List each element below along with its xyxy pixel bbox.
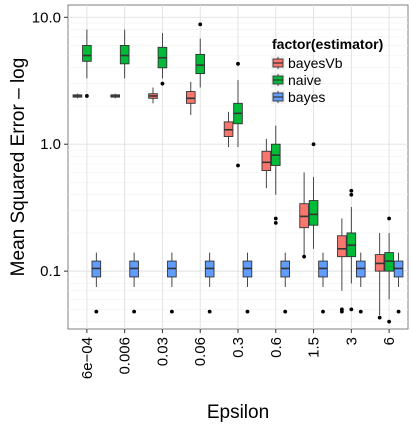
legend-title: factor(estimator)	[272, 36, 383, 52]
box-bayesVb-outlier	[302, 254, 307, 259]
box-bayesVb-iqr	[185, 91, 196, 104]
box-bayes-outlier	[321, 309, 325, 314]
x-axis-title: Epsilon	[207, 402, 269, 423]
box-bayesVb-iqr	[261, 150, 272, 172]
box-naive-iqr	[82, 45, 92, 62]
x-tick-label: 1.5	[306, 337, 323, 358]
box-naive-outlier	[349, 188, 354, 193]
box-naive-outlier	[349, 307, 354, 312]
legend-label-bayes: bayes	[288, 89, 325, 105]
box-naive-outlier	[84, 94, 89, 98]
box-naive-outlier	[160, 81, 165, 86]
box-naive-outlier	[311, 142, 316, 147]
x-axis-ticks: 6e−04 0.006 0.03 0.06 0.3 0.6 1.5 3 6	[79, 329, 398, 379]
box-layer	[72, 22, 404, 324]
legend-label-bayesVb: bayesVb	[288, 55, 343, 71]
box-bayesVb-outlier	[377, 315, 382, 320]
x-tick-label: 0.03	[154, 337, 171, 366]
x-tick-label: 3	[343, 337, 360, 345]
box-naive-outlier	[349, 192, 354, 197]
y-axis-ticks: 10.0 1.0 0.1	[32, 9, 68, 280]
x-tick-label: 6	[381, 337, 398, 345]
box-naive-outlier	[236, 61, 240, 66]
box-bayes-outlier	[169, 309, 174, 314]
box-naive-outlier	[236, 163, 240, 168]
box-naive-outlier	[387, 216, 392, 221]
box-bayesVb-iqr	[337, 235, 347, 258]
box-bayes-outlier	[358, 309, 363, 314]
box-naive-iqr	[119, 45, 130, 65]
x-tick-label: 0.3	[230, 337, 247, 358]
box-bayes-outlier	[245, 309, 250, 314]
box-bayes-outlier	[283, 309, 288, 314]
box-bayes-outlier	[207, 309, 212, 314]
box-naive-iqr	[308, 200, 319, 226]
y-tick-label: 0.1	[40, 263, 61, 280]
x-tick-label: 0.006	[117, 337, 134, 375]
box-bayesVb-outlier	[339, 309, 344, 314]
x-tick-label: 0.06	[192, 337, 209, 366]
x-tick-label: 6e−04	[79, 337, 96, 379]
box-bayes-outlier	[94, 309, 99, 314]
box-naive-iqr	[195, 53, 206, 75]
box-naive-outlier	[273, 220, 278, 225]
box-naive-outlier	[387, 319, 392, 324]
box-bayes-outlier	[132, 309, 137, 314]
y-axis-title: Mean Squared Error – log	[8, 58, 29, 277]
box-naive-outlier	[273, 216, 278, 221]
legend-label-naive: naive	[288, 72, 322, 88]
y-tick-label: 1.0	[40, 136, 61, 153]
box-bayes-outlier	[396, 309, 401, 314]
y-tick-label: 10.0	[32, 9, 61, 26]
box-naive-outlier	[198, 22, 203, 27]
x-tick-label: 0.6	[268, 337, 285, 358]
